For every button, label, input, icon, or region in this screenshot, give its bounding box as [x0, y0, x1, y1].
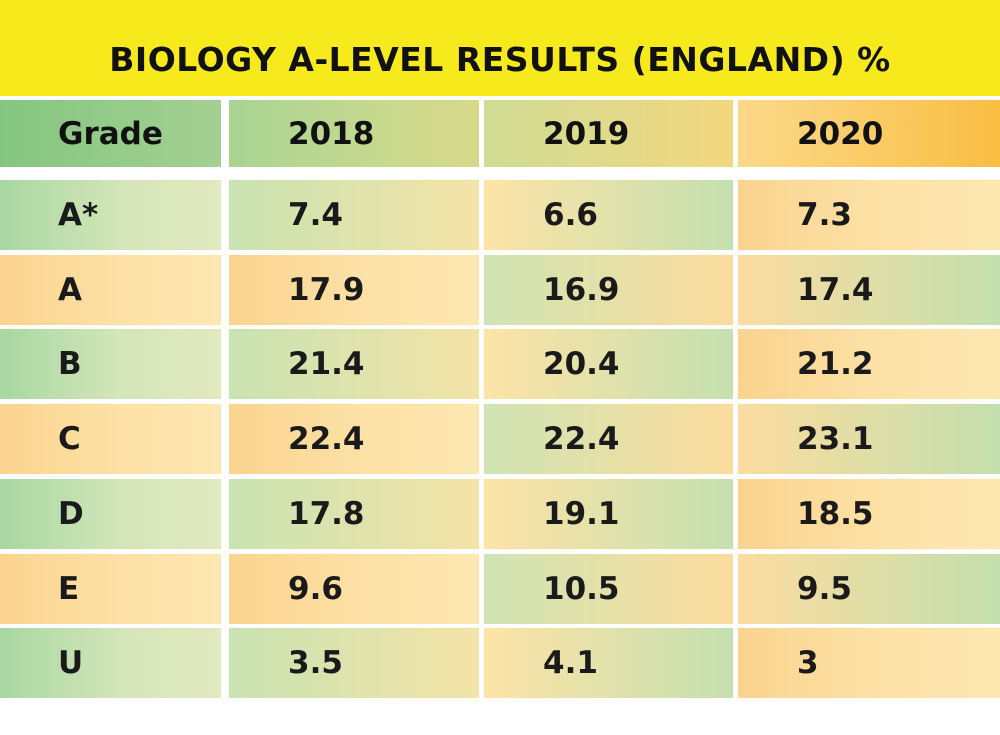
- grade-cell: B: [0, 329, 221, 399]
- value-cell-2018: 22.4: [229, 404, 479, 474]
- grade-cell: D: [0, 479, 221, 549]
- table-title: BIOLOGY A-LEVEL RESULTS (ENGLAND) %: [109, 40, 891, 79]
- header-cell-2019: 2019: [484, 100, 733, 167]
- header-cell-2018: 2018: [229, 100, 479, 167]
- value-cell-2020: 18.5: [738, 479, 1000, 549]
- value-cell-2018: 21.4: [229, 329, 479, 399]
- value-cell-2020: 21.2: [738, 329, 1000, 399]
- value-cell-2019: 10.5: [484, 554, 733, 624]
- grade-cell: C: [0, 404, 221, 474]
- value-cell-2018: 17.8: [229, 479, 479, 549]
- grade-cell: A*: [0, 180, 221, 250]
- grade-cell: E: [0, 554, 221, 624]
- value-cell-2018: 3.5: [229, 628, 479, 698]
- header-cell-grade: Grade: [0, 100, 221, 167]
- value-cell-2019: 4.1: [484, 628, 733, 698]
- value-cell-2019: 6.6: [484, 180, 733, 250]
- value-cell-2019: 16.9: [484, 255, 733, 325]
- value-cell-2020: 17.4: [738, 255, 1000, 325]
- value-cell-2020: 7.3: [738, 180, 1000, 250]
- value-cell-2018: 7.4: [229, 180, 479, 250]
- value-cell-2018: 17.9: [229, 255, 479, 325]
- value-cell-2019: 19.1: [484, 479, 733, 549]
- title-banner: [0, 0, 1000, 96]
- grade-cell: A: [0, 255, 221, 325]
- value-cell-2019: 20.4: [484, 329, 733, 399]
- value-cell-2020: 3: [738, 628, 1000, 698]
- grade-cell: U: [0, 628, 221, 698]
- value-cell-2020: 23.1: [738, 404, 1000, 474]
- value-cell-2019: 22.4: [484, 404, 733, 474]
- value-cell-2018: 9.6: [229, 554, 479, 624]
- value-cell-2020: 9.5: [738, 554, 1000, 624]
- header-cell-2020: 2020: [738, 100, 1000, 167]
